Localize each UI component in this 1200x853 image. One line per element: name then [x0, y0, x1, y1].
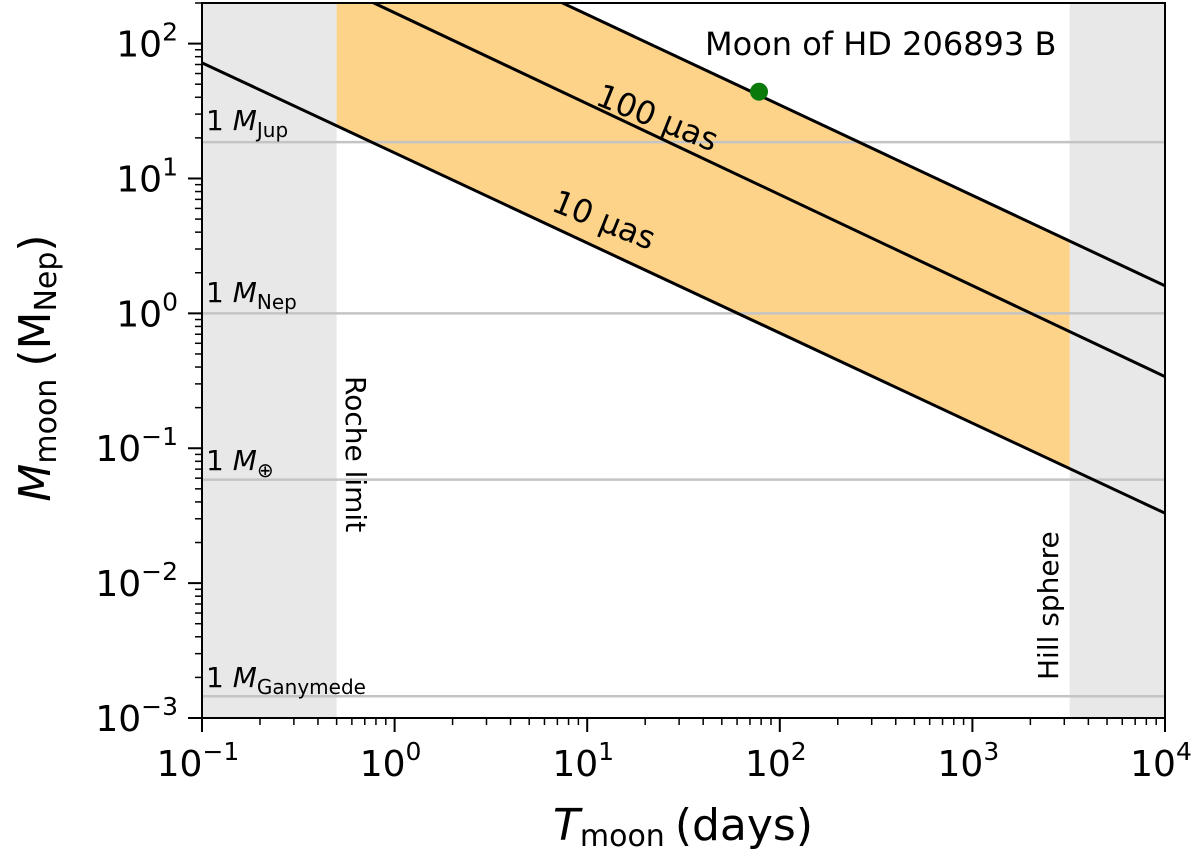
- ref-label-ganymede: 1 MGanymede: [206, 661, 366, 699]
- point-moon-of-hd-206893-b: [750, 82, 769, 101]
- y-tick-label: 100: [116, 287, 178, 335]
- y-tick-label: 10−3: [95, 692, 178, 740]
- tick-layer: 10−1 100 101 102 103 104 10−3 10−2 10−1 100 101 102: [95, 2, 1192, 785]
- sensitivity-band: [336, 3, 1070, 469]
- reference-labels: 1 MJup 1 MNep 1 M⊕ 1 MGanymede: [206, 104, 366, 699]
- moon-point-label: Moon of HD 206893 B: [705, 25, 1056, 63]
- series-line-10-as: [202, 61, 1165, 515]
- hill-sphere-label: Hill sphere: [1032, 531, 1065, 680]
- region-layer: [202, 3, 1165, 718]
- y-tick-label: 10−1: [95, 422, 178, 470]
- series-line-100-as: [370, 3, 1165, 378]
- y-tick-label: 101: [116, 152, 178, 200]
- roche-limit-label: Roche limit: [339, 376, 372, 532]
- region-hill-sphere: [1069, 3, 1165, 718]
- point-layer: [750, 82, 769, 101]
- x-tick-label: 100: [360, 737, 422, 785]
- plot-frame: [201, 2, 1166, 719]
- y-axis-title: Mmoon(MNep): [10, 234, 64, 501]
- x-tick-label: 102: [745, 737, 807, 785]
- y-tick-label: 10−2: [95, 557, 178, 605]
- series-line-outer: [559, 3, 1165, 288]
- ref-label-earth: 1 M⊕: [206, 444, 274, 482]
- x-tick-label: 104: [1130, 737, 1192, 785]
- plot-area: [202, 3, 1165, 718]
- y-tick-label: 102: [116, 18, 178, 66]
- x-tick-label: 101: [552, 737, 614, 785]
- x-tick-label: 10−1: [157, 737, 240, 785]
- x-axis-title: Tmoon (days): [553, 800, 813, 853]
- series-layer: [202, 3, 1165, 515]
- x-tick-label: 103: [938, 737, 1000, 785]
- reference-line-layer: [202, 140, 1165, 698]
- band-layer: [336, 3, 1070, 469]
- region-roche-limit: [202, 3, 337, 718]
- ref-label-nep: 1 MNep: [206, 276, 297, 314]
- ref-label-jup: 1 MJup: [206, 104, 288, 142]
